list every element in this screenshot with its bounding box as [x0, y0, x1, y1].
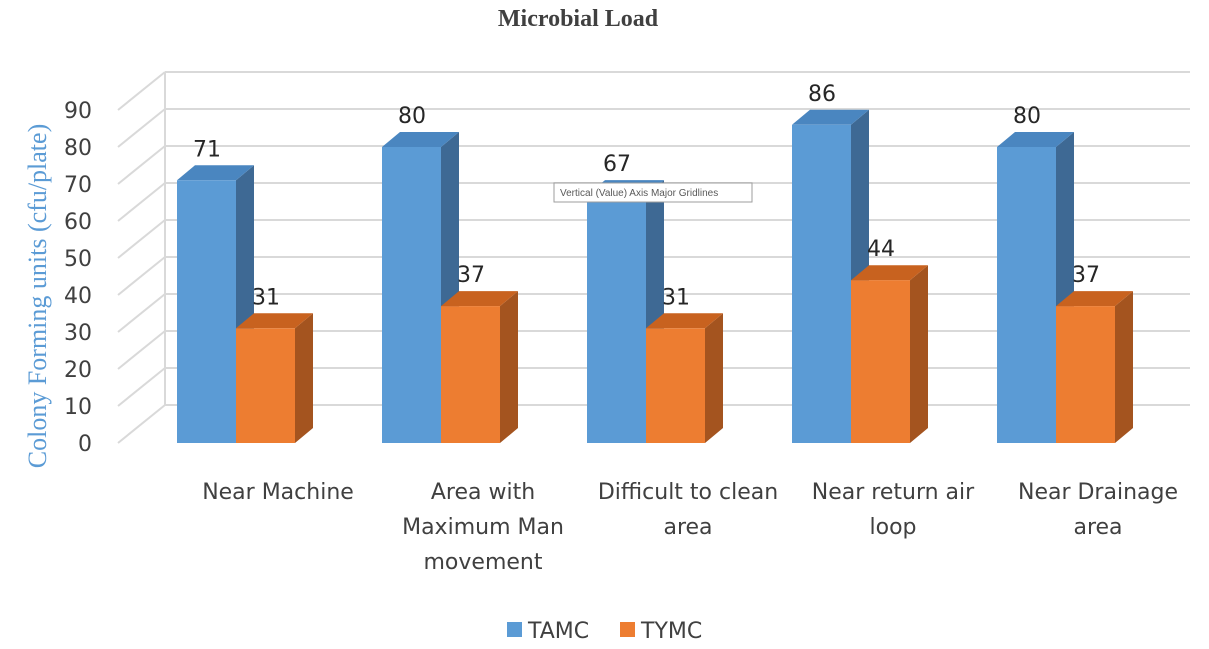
- data-label: 80: [1013, 104, 1041, 129]
- data-label: 37: [1072, 263, 1100, 288]
- bar-top: [1056, 291, 1133, 307]
- bar-front: [441, 306, 500, 443]
- gridline-diagonal[interactable]: [117, 404, 166, 444]
- bar-side: [1115, 291, 1133, 443]
- category-label: Difficult to clean area: [598, 480, 778, 540]
- legend-item-tamc: TAMC: [507, 619, 589, 644]
- bar-side: [705, 313, 723, 443]
- data-label: 80: [398, 104, 426, 129]
- bar-top: [236, 313, 313, 329]
- bar-front: [997, 147, 1056, 443]
- gridline-diagonal[interactable]: [117, 293, 166, 333]
- y-axis-ticks: 0 10 20 30 40 50 60 70 80 90: [64, 99, 92, 457]
- y-tick-label: 80: [64, 136, 92, 161]
- bar-tymc: [236, 313, 313, 443]
- data-label: 86: [808, 82, 836, 107]
- y-tick-label: 0: [78, 432, 92, 457]
- bar-front: [851, 280, 910, 443]
- bar-side: [910, 265, 928, 443]
- bar-top: [441, 291, 518, 307]
- category-label: Area with Maximum Man movement: [402, 480, 564, 575]
- y-tick-label: 90: [64, 99, 92, 124]
- bar-tymc: [1056, 291, 1133, 443]
- category-label: Near return air loop: [812, 480, 975, 540]
- bar-tymc: [646, 313, 723, 443]
- category-label: Near Machine: [202, 480, 354, 505]
- bar-top: [851, 265, 928, 281]
- bar-front: [646, 328, 705, 443]
- data-labels: 71 31 80 37 67 31 86 44 80 37: [193, 82, 1100, 310]
- gridlines-tooltip: Vertical (Value) Axis Major Gridlines: [553, 182, 753, 203]
- y-tick-label: 10: [64, 395, 92, 420]
- legend: TAMC TYMC: [507, 619, 702, 644]
- bar-front: [587, 195, 646, 443]
- bar-side: [295, 313, 313, 443]
- gridline-diagonal[interactable]: [117, 330, 166, 370]
- bar-tamc: [997, 132, 1074, 443]
- data-label: 31: [662, 285, 690, 310]
- bar-front: [382, 147, 441, 443]
- bar-front: [177, 180, 236, 444]
- legend-swatch: [507, 622, 522, 637]
- bar-top: [997, 132, 1074, 147]
- data-label: 44: [867, 237, 895, 262]
- category-label: Near Drainage area: [1018, 480, 1178, 540]
- bar-front: [1056, 306, 1115, 443]
- bar-top: [177, 165, 254, 181]
- chart-title: Microbial Load: [498, 6, 659, 32]
- y-tick-label: 30: [64, 321, 92, 346]
- legend-label: TYMC: [640, 619, 702, 644]
- bar-tymc: [851, 265, 928, 443]
- gridline-diagonal[interactable]: [117, 145, 166, 185]
- tooltip-text: Vertical (Value) Axis Major Gridlines: [560, 188, 718, 199]
- gridline-diagonal[interactable]: [117, 367, 166, 407]
- bar-front: [236, 328, 295, 443]
- x-axis-categories: Near Machine Area with Maximum Man movement…: [202, 480, 1178, 575]
- gridline-diagonal[interactable]: [117, 256, 166, 296]
- bars: [177, 109, 1133, 444]
- bar-top: [646, 313, 723, 329]
- y-tick-label: 40: [64, 284, 92, 309]
- bar-side: [500, 291, 518, 443]
- legend-item-tymc: TYMC: [620, 619, 702, 644]
- legend-label: TAMC: [527, 619, 589, 644]
- data-label: 31: [252, 285, 280, 310]
- bar-tymc: [441, 291, 518, 443]
- bar-tamc: [177, 165, 254, 444]
- gridline-diagonal[interactable]: [117, 71, 166, 111]
- y-tick-label: 70: [64, 173, 92, 198]
- legend-swatch: [620, 622, 635, 637]
- gridline-diagonal[interactable]: [117, 219, 166, 259]
- y-tick-label: 50: [64, 247, 92, 272]
- data-label: 67: [603, 152, 631, 177]
- data-label: 37: [457, 263, 485, 288]
- bar-front: [792, 124, 851, 444]
- data-label: 71: [193, 137, 221, 162]
- gridline-diagonal[interactable]: [117, 108, 166, 148]
- y-tick-label: 60: [64, 210, 92, 235]
- bar-top: [792, 109, 869, 125]
- gridline-diagonal[interactable]: [117, 182, 166, 222]
- y-tick-label: 20: [64, 358, 92, 383]
- bar-top: [382, 132, 459, 147]
- y-axis-label: Colony Forming units (cfu/plate): [23, 124, 52, 468]
